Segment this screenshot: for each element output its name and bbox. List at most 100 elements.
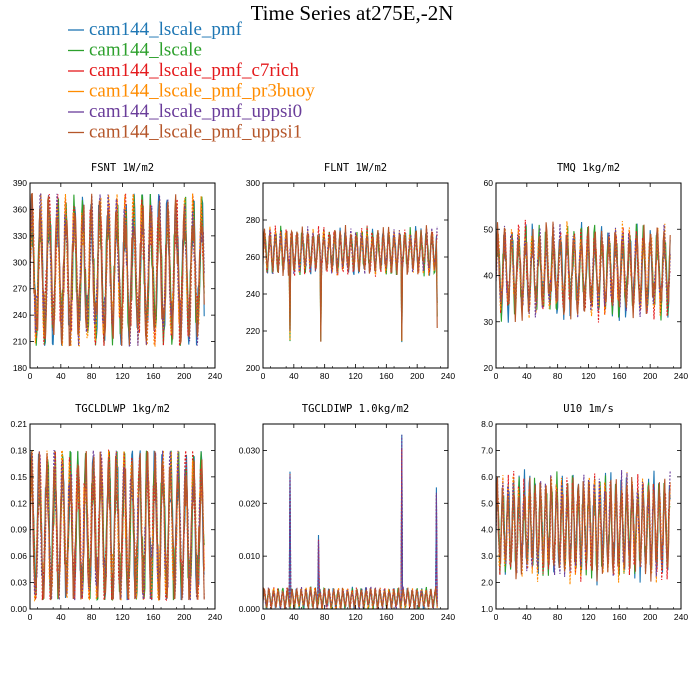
- chart-panel: FLNT 1W/m2 0 40 80 120 160 200 240 200 220 240 260 2…: [246, 162, 456, 381]
- y-tick-label: 280: [246, 215, 260, 225]
- y-tick-label: 0.010: [239, 551, 261, 561]
- series-line: [30, 192, 205, 347]
- panel-grid: FSNT 1W/m20 40 80 120 160 200 2401802102402703…: [10, 162, 688, 622]
- legend: cam144_lscale_pmfcam144_lscalecam144_lsc…: [68, 19, 315, 143]
- panel-title: FSNT 1W/m2: [91, 162, 154, 174]
- x-tick-label: 0: [494, 371, 499, 381]
- series-group: [263, 434, 438, 609]
- y-tick-label: 5.0: [481, 498, 493, 508]
- x-tick-label: 40: [56, 612, 66, 622]
- series-group: [30, 448, 205, 602]
- x-tick-label: 80: [87, 612, 97, 622]
- x-tick-label: 120: [581, 371, 595, 381]
- legend-label: cam144_lscale_pmf_c7rich: [89, 60, 299, 81]
- x-tick-label: 200: [177, 612, 191, 622]
- x-tick-label: 40: [289, 612, 299, 622]
- y-tick-label: 1.0: [481, 604, 493, 614]
- x-tick-label: 80: [553, 612, 563, 622]
- legend-label: cam144_lscale_pmf_uppsi1: [89, 122, 302, 143]
- y-tick-label: 360: [13, 204, 27, 214]
- x-tick-label: 80: [320, 371, 330, 381]
- series-line: [263, 435, 438, 609]
- legend-label: cam144_lscale_pmf: [89, 19, 243, 40]
- y-tick-label: 20: [484, 363, 494, 373]
- y-tick-label: 40: [484, 271, 494, 281]
- series-group: [263, 224, 438, 343]
- x-tick-label: 80: [87, 371, 97, 381]
- y-tick-label: 0.030: [239, 445, 261, 455]
- legend-entry: cam144_lscale_pmf_pr3buoy: [68, 81, 315, 102]
- figure-title: Time Series at275E,-2N: [251, 1, 454, 25]
- y-tick-label: 220: [246, 326, 260, 336]
- y-tick-label: 0.000: [239, 604, 261, 614]
- y-tick-label: 200: [246, 363, 260, 373]
- y-tick-label: 6.0: [481, 472, 493, 482]
- x-tick-label: 120: [115, 612, 129, 622]
- x-tick-label: 120: [348, 612, 362, 622]
- x-tick-label: 160: [146, 371, 160, 381]
- x-tick-label: 0: [261, 612, 266, 622]
- x-tick-label: 160: [146, 612, 160, 622]
- x-tick-label: 120: [581, 612, 595, 622]
- x-tick-label: 240: [674, 612, 688, 622]
- y-tick-label: 0.00: [10, 604, 27, 614]
- x-tick-label: 240: [674, 371, 688, 381]
- y-tick-label: 0.09: [10, 525, 27, 535]
- y-tick-label: 0.18: [10, 445, 27, 455]
- y-tick-label: 300: [246, 178, 260, 188]
- x-tick-label: 160: [612, 612, 626, 622]
- x-tick-label: 200: [643, 612, 657, 622]
- panel-title: TGCLDLWP 1kg/m2: [75, 403, 170, 415]
- y-tick-label: 0.03: [10, 578, 27, 588]
- panel-title: TMQ 1kg/m2: [557, 162, 620, 174]
- panel-title: TGCLDIWP 1.0kg/m2: [302, 403, 409, 415]
- chart-panel: TMQ 1kg/m2 0 40 80 120 160 200 240 20 30 40 50 60: [484, 162, 689, 381]
- panel-title: FLNT 1W/m2: [324, 162, 387, 174]
- y-tick-label: 180: [13, 363, 27, 373]
- chart-panel: TGCLDLWP 1kg/m2 0 40 80 120 160 200 240 0.00 0.03…: [10, 403, 222, 622]
- y-tick-label: 4.0: [481, 525, 493, 535]
- chart-panel: FSNT 1W/m2 0 40 80 120 160 200 240 180 210 240 270 3…: [13, 162, 223, 381]
- x-tick-label: 0: [494, 612, 499, 622]
- legend-entry: cam144_lscale_pmf: [68, 19, 243, 40]
- x-tick-label: 200: [410, 371, 424, 381]
- x-tick-label: 0: [28, 612, 33, 622]
- series-line: [263, 224, 438, 342]
- x-tick-label: 160: [379, 371, 393, 381]
- x-tick-label: 160: [379, 612, 393, 622]
- y-tick-label: 300: [13, 257, 27, 267]
- y-tick-label: 240: [13, 310, 27, 320]
- legend-label: cam144_lscale: [89, 40, 202, 61]
- chart-panel: TGCLDIWP 1.0kg/m2 0 40 80 120 160 200 240 0.000 0…: [239, 403, 456, 622]
- y-tick-label: 50: [484, 224, 494, 234]
- x-tick-label: 80: [320, 612, 330, 622]
- y-tick-label: 8.0: [481, 419, 493, 429]
- x-tick-label: 40: [522, 371, 532, 381]
- series-group: [30, 192, 205, 348]
- x-tick-label: 0: [261, 371, 266, 381]
- legend-entry: cam144_lscale_pmf_uppsi1: [68, 122, 302, 143]
- x-tick-label: 240: [208, 612, 222, 622]
- y-tick-label: 240: [246, 289, 260, 299]
- y-tick-label: 260: [246, 252, 260, 262]
- x-tick-label: 240: [208, 371, 222, 381]
- x-tick-label: 40: [56, 371, 66, 381]
- y-tick-label: 0.020: [239, 498, 261, 508]
- x-tick-label: 40: [522, 612, 532, 622]
- panel-title: U10 1m/s: [563, 403, 614, 415]
- y-tick-label: 60: [484, 178, 494, 188]
- y-tick-label: 0.15: [10, 472, 27, 482]
- x-tick-label: 120: [115, 371, 129, 381]
- x-tick-label: 40: [289, 371, 299, 381]
- legend-label: cam144_lscale_pmf_uppsi0: [89, 101, 302, 122]
- y-tick-label: 2.0: [481, 578, 493, 588]
- y-tick-label: 0.21: [10, 419, 27, 429]
- legend-entry: cam144_lscale_pmf_c7rich: [68, 60, 299, 81]
- y-tick-label: 270: [13, 284, 27, 294]
- x-tick-label: 80: [553, 371, 563, 381]
- series-line: [496, 221, 671, 319]
- series-line: [30, 450, 205, 601]
- series-line: [496, 476, 671, 582]
- legend-entry: cam144_lscale_pmf_uppsi0: [68, 101, 302, 122]
